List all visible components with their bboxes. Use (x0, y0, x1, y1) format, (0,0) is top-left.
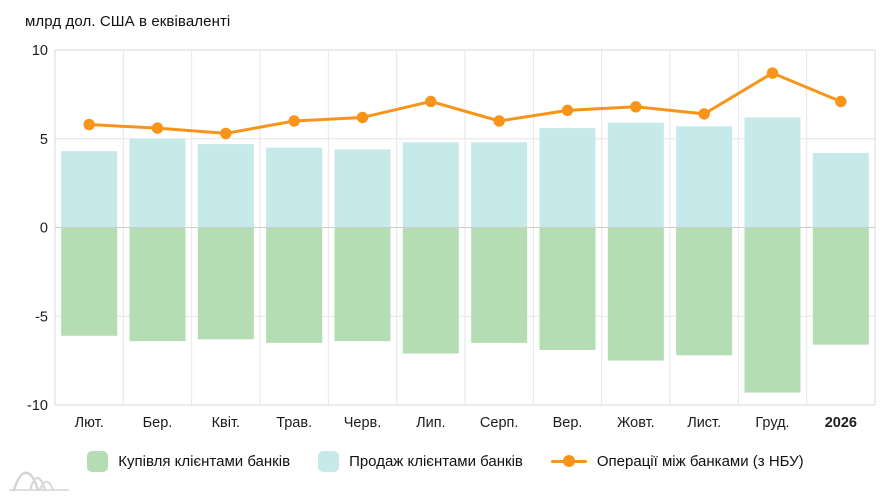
interbank-point (766, 67, 779, 79)
legend-label-interbank: Операції між банками (з НБУ) (596, 452, 804, 470)
bar-client-sell (61, 151, 118, 228)
bar-client-sell (197, 144, 254, 228)
bar-client-sell (334, 149, 391, 228)
interbank-point (493, 115, 505, 127)
bar-client-sell (607, 122, 664, 228)
y-axis-label: 5 (40, 132, 48, 148)
legend-label-client-buy: Купівля клієнтами банків (118, 452, 291, 470)
bar-client-buy (812, 227, 869, 345)
y-axis-label: -5 (35, 309, 48, 325)
x-axis-label: Вер. (553, 415, 583, 431)
x-axis-label: Жовт. (617, 415, 655, 431)
x-axis-label: Лип. (416, 415, 446, 431)
bar-client-buy (744, 227, 801, 393)
legend-swatch-blue-icon (318, 450, 340, 472)
bar-client-buy (129, 227, 186, 342)
interbank-point (561, 104, 574, 117)
interbank-point (151, 122, 164, 134)
interbank-point (220, 127, 232, 140)
x-axis-label: Бер. (143, 415, 173, 431)
bar-client-sell (129, 138, 186, 228)
legend-label-client-sell: Продаж клієнтами банків (349, 452, 523, 470)
bar-client-buy (334, 227, 391, 342)
x-axis-label: Черв. (344, 415, 382, 431)
legend-item-client-buy[interactable]: Купівля клієнтами банків (87, 450, 291, 472)
hills-watermark-icon (9, 471, 69, 492)
chart-title: млрд дол. США в еквіваленті (25, 13, 231, 30)
bar-client-sell (539, 128, 596, 228)
interbank-point (698, 108, 710, 120)
bar-client-buy (197, 227, 254, 340)
bar-client-buy (676, 227, 733, 356)
bar-line-chart: 10 5 0 -5 -10 Лют. Бер. Квіт. Трав. Черв. Лип. Серп… (27, 43, 876, 431)
bar-client-sell (266, 147, 323, 228)
bar-client-sell (812, 152, 869, 228)
legend-item-interbank[interactable]: Операції між банками (з НБУ) (550, 452, 804, 470)
bar-client-buy (61, 227, 118, 336)
x-axis-label: Лют. (75, 415, 104, 431)
x-axis-label: Груд. (755, 415, 789, 431)
x-axis-label: Квіт. (212, 415, 240, 431)
bar-client-sell (676, 126, 733, 228)
bar-client-buy (471, 227, 528, 343)
interbank-point (83, 118, 95, 131)
y-axis-label: 0 (40, 221, 48, 237)
chart-legend: Купівля клієнтами банків Продаж клієнтам… (0, 444, 891, 478)
interbank-point (425, 95, 437, 108)
interbank-point (630, 101, 642, 113)
bar-client-sell (402, 142, 459, 228)
x-axis-label: 2026 (825, 415, 857, 431)
bar-client-buy (266, 227, 323, 343)
bar-client-buy (539, 227, 596, 350)
interbank-line (87, 71, 843, 135)
y-axis-label: 10 (32, 43, 48, 59)
legend-swatch-green-icon (87, 450, 109, 472)
bar-client-sell (744, 117, 801, 228)
x-axis-label: Лист. (687, 415, 721, 431)
bar-client-buy (607, 227, 664, 361)
y-axis-label: -10 (27, 398, 48, 414)
interbank-point (356, 111, 369, 124)
x-axis-label: Серп. (480, 415, 518, 431)
bar-client-buy (402, 227, 459, 354)
legend-line-dot-icon (550, 455, 587, 467)
bar-client-sell (471, 142, 528, 228)
interbank-point (835, 95, 847, 108)
legend-item-client-sell[interactable]: Продаж клієнтами банків (318, 450, 523, 472)
interbank-point (288, 115, 300, 127)
x-axis-label: Трав. (276, 415, 312, 431)
